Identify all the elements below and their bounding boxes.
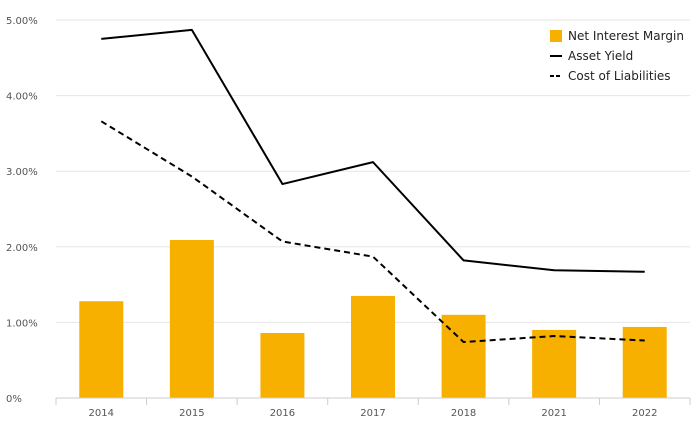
x-tick-label: 2017 <box>360 408 385 419</box>
bar-2021 <box>532 329 577 398</box>
y-tick-label: 0% <box>6 394 22 405</box>
y-tick-label: 3.00% <box>6 167 38 178</box>
y-tick-label: 1.00% <box>6 318 38 329</box>
legend: Net Interest Margin Asset Yield Cost of Li… <box>550 29 684 83</box>
line-series <box>100 28 645 344</box>
gridlines <box>56 19 690 323</box>
x-tick-label: 2014 <box>89 408 114 419</box>
line-asset-yield <box>101 28 645 273</box>
legend-swatch-bar <box>550 30 562 42</box>
bar-2022 <box>622 326 667 398</box>
x-tick-label: 2018 <box>451 408 476 419</box>
legend-label: Cost of Liabilities <box>568 69 671 83</box>
y-tick-label: 2.00% <box>6 243 38 254</box>
x-tick-label: 2015 <box>179 408 204 419</box>
y-tick-label: 4.00% <box>6 92 38 103</box>
axes: 0% 1.00% 2.00% 3.00% 4.00% 5.00% 2014 2015 2016 2… <box>6 16 691 419</box>
bar-series <box>79 239 667 398</box>
bar-2014 <box>79 301 124 398</box>
bar-2015 <box>169 239 214 398</box>
bar-2017 <box>351 295 395 398</box>
bar-2016 <box>260 332 305 398</box>
x-tick-label: 2022 <box>632 408 657 419</box>
x-tick-label: 2016 <box>270 408 295 419</box>
y-tick-label: 5.00% <box>6 16 38 27</box>
legend-label: Net Interest Margin <box>568 29 684 43</box>
x-tick-label: 2021 <box>541 408 566 419</box>
legend-label: Asset Yield <box>568 49 633 63</box>
